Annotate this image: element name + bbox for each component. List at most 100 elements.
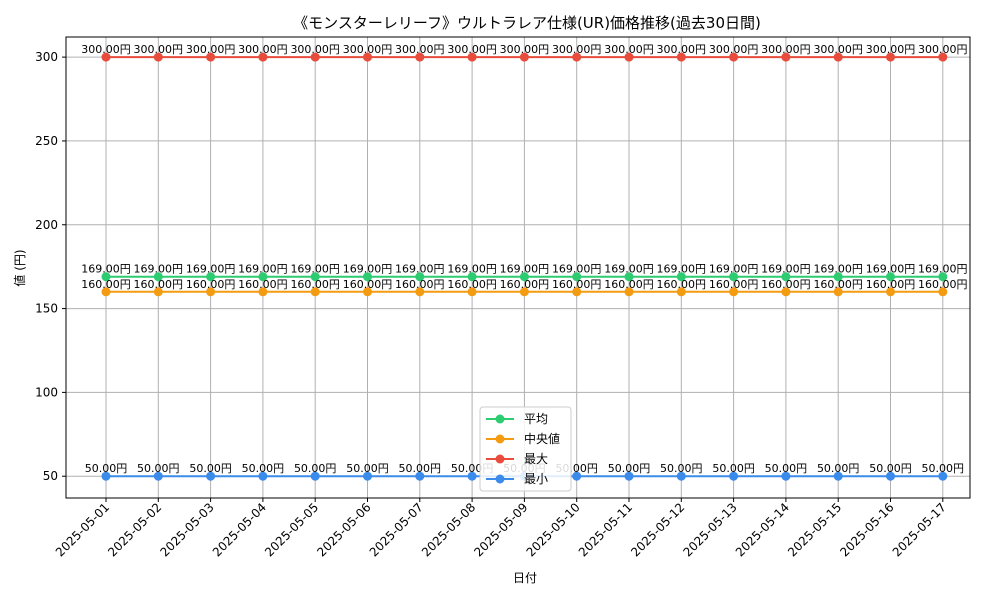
data-label: 169.00円 — [238, 263, 288, 276]
x-tick-label: 2025-05-12 — [628, 500, 687, 559]
x-tick-label: 2025-05-14 — [733, 500, 792, 559]
data-point — [519, 52, 529, 62]
data-label: 169.00円 — [447, 263, 497, 276]
data-point — [938, 287, 948, 297]
series-layer — [101, 52, 948, 481]
data-label: 300.00円 — [813, 43, 863, 56]
data-point — [938, 272, 948, 282]
data-label: 50.00円 — [712, 462, 755, 475]
y-tick-label: 50 — [43, 469, 58, 483]
data-point — [206, 272, 216, 282]
data-label: 169.00円 — [657, 263, 707, 276]
chart-title: 《モンスターレリーフ》ウルトラレア仕様(UR)価格推移(過去30日間) — [293, 14, 761, 32]
data-point — [781, 287, 791, 297]
data-label: 300.00円 — [395, 43, 445, 56]
x-tick-label: 2025-05-04 — [210, 500, 269, 559]
data-label: 160.00円 — [761, 278, 811, 291]
y-tick-label: 150 — [35, 302, 58, 316]
data-label: 160.00円 — [552, 278, 602, 291]
data-label: 300.00円 — [500, 43, 550, 56]
data-point — [886, 52, 895, 62]
y-axis: 50 100 150 200 250 300 — [35, 50, 66, 483]
x-tick-label: 2025-05-13 — [681, 500, 740, 559]
legend-label: 最大 — [524, 452, 548, 466]
data-point — [415, 287, 425, 297]
data-point — [676, 471, 686, 481]
data-point — [833, 471, 843, 481]
x-tick-label: 2025-05-03 — [158, 500, 217, 559]
legend-label: 平均 — [524, 412, 548, 426]
data-label: 50.00円 — [85, 462, 128, 475]
data-point — [729, 52, 739, 62]
data-label: 300.00円 — [290, 43, 340, 56]
data-point — [467, 272, 477, 282]
data-point — [363, 52, 372, 62]
data-point — [676, 287, 686, 297]
data-point — [153, 272, 163, 282]
x-tick-label: 2025-05-17 — [890, 500, 949, 559]
data-point — [206, 52, 216, 62]
data-label: 50.00円 — [242, 462, 285, 475]
data-point — [310, 287, 320, 297]
data-label: 169.00円 — [918, 263, 968, 276]
data-label: 50.00円 — [399, 462, 442, 475]
x-tick-label: 2025-05-07 — [367, 500, 426, 559]
data-point — [258, 471, 268, 481]
data-point — [258, 52, 268, 62]
data-label: 169.00円 — [134, 263, 184, 276]
x-tick-label: 2025-05-08 — [419, 500, 478, 559]
data-point — [572, 287, 582, 297]
legend-swatch-marker — [495, 474, 505, 484]
data-label: 300.00円 — [134, 43, 184, 56]
data-label: 160.00円 — [657, 278, 707, 291]
data-point — [415, 471, 425, 481]
series-0 — [101, 272, 948, 282]
data-label: 160.00円 — [604, 278, 654, 291]
data-label: 50.00円 — [817, 462, 860, 475]
data-point — [363, 287, 372, 297]
data-point — [938, 52, 948, 62]
x-tick-label: 2025-05-11 — [576, 500, 635, 559]
legend-label: 最小 — [524, 472, 548, 486]
data-point — [258, 272, 268, 282]
data-label: 300.00円 — [186, 43, 236, 56]
data-point — [519, 272, 529, 282]
data-label: 300.00円 — [657, 43, 707, 56]
data-point — [938, 471, 948, 481]
data-point — [886, 471, 895, 481]
data-label: 169.00円 — [813, 263, 863, 276]
data-label: 169.00円 — [81, 263, 131, 276]
data-label: 300.00円 — [447, 43, 497, 56]
data-point — [624, 287, 634, 297]
data-labels-layer: 169.00円 169.00円 169.00円 169.00円 169.00円 169.0… — [81, 43, 967, 475]
data-label: 160.00円 — [709, 278, 759, 291]
data-label: 160.00円 — [81, 278, 131, 291]
x-axis-label: 日付 — [513, 571, 537, 585]
data-label: 160.00円 — [918, 278, 968, 291]
data-point — [624, 52, 634, 62]
y-tick-label: 300 — [35, 50, 58, 64]
data-label: 300.00円 — [604, 43, 654, 56]
plot-frame — [65, 36, 971, 499]
data-label: 160.00円 — [186, 278, 236, 291]
data-point — [310, 272, 320, 282]
data-label: 300.00円 — [81, 43, 131, 56]
x-tick-label: 2025-05-10 — [524, 500, 583, 559]
data-point — [624, 272, 634, 282]
data-point — [833, 52, 843, 62]
data-label: 300.00円 — [761, 43, 811, 56]
data-point — [153, 471, 163, 481]
data-label: 300.00円 — [866, 43, 916, 56]
x-tick-label: 2025-05-16 — [837, 500, 896, 559]
data-label: 50.00円 — [869, 462, 912, 475]
data-label: 160.00円 — [134, 278, 184, 291]
data-point — [781, 471, 791, 481]
data-label: 50.00円 — [189, 462, 232, 475]
data-point — [833, 272, 843, 282]
data-point — [833, 287, 843, 297]
data-point — [572, 471, 582, 481]
data-label: 169.00円 — [500, 263, 550, 276]
data-point — [310, 52, 320, 62]
data-label: 300.00円 — [918, 43, 968, 56]
